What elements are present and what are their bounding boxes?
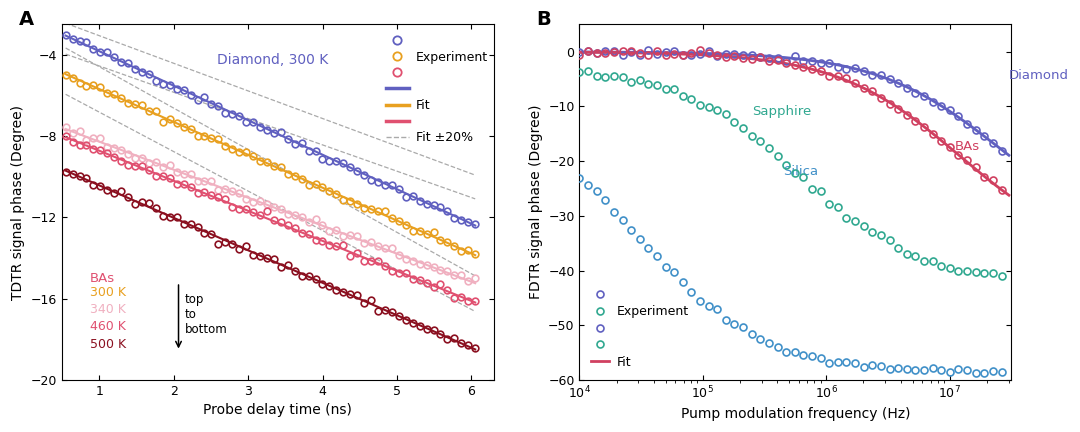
Text: 500 K: 500 K: [90, 337, 126, 350]
Text: Diamond: Diamond: [1009, 69, 1068, 82]
Text: Diamond, 300 K: Diamond, 300 K: [217, 53, 328, 67]
Text: BAs: BAs: [955, 140, 980, 153]
Y-axis label: FDTR signal phase (Degree): FDTR signal phase (Degree): [528, 105, 542, 299]
Text: Sapphire: Sapphire: [752, 105, 811, 118]
Text: 460 K: 460 K: [90, 321, 126, 334]
Text: BAs: BAs: [90, 272, 116, 285]
Legend: , Experiment, , , Fit: , Experiment, , , Fit: [585, 284, 694, 374]
Legend: , Experiment, , , Fit, , Fit ±20%: , Experiment, , , Fit, , Fit ±20%: [382, 31, 491, 148]
Text: Silica: Silica: [783, 165, 819, 178]
Text: top
to
bottom: top to bottom: [185, 293, 228, 336]
Text: 340 K: 340 K: [90, 303, 126, 316]
Text: A: A: [18, 10, 33, 29]
X-axis label: Pump modulation frequency (Hz): Pump modulation frequency (Hz): [680, 407, 910, 421]
Text: B: B: [537, 10, 551, 29]
Text: 300 K: 300 K: [90, 286, 126, 299]
Y-axis label: TDTR signal phase (Degree): TDTR signal phase (Degree): [11, 105, 25, 300]
X-axis label: Probe delay time (ns): Probe delay time (ns): [203, 403, 352, 417]
